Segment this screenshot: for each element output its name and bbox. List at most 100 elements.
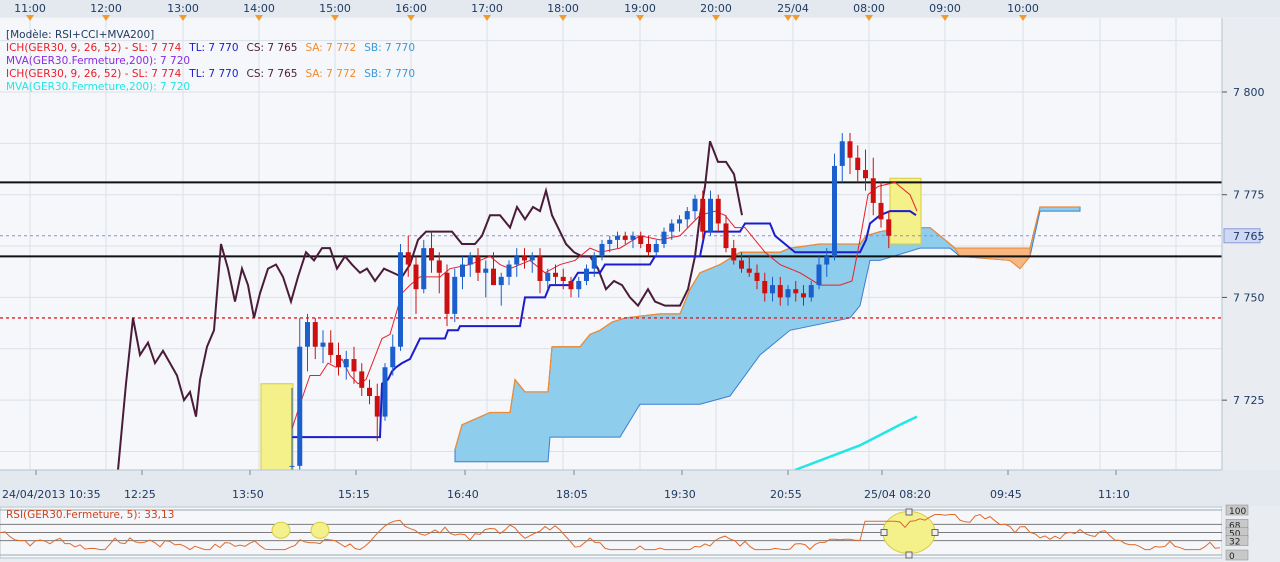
rsi-level-label-3: 32 (1229, 538, 1240, 548)
candle-body-57 (731, 248, 737, 261)
candle-body-43 (622, 235, 628, 240)
event-marker-9 (712, 15, 720, 21)
bottom-tick-8: 25/04 08:20 (864, 488, 931, 501)
candle-body-5 (328, 342, 334, 355)
event-marker-14 (1019, 15, 1027, 21)
candle-body-60 (754, 272, 760, 281)
rsi-level-badge-3 (1225, 535, 1249, 546)
rsi-circle-2 (310, 521, 330, 539)
candle-body-48 (661, 231, 667, 244)
candle-body-22 (460, 264, 465, 277)
price-tick-3: 7 725 (1233, 394, 1265, 407)
bottom-tick-3: 15:15 (338, 488, 370, 501)
candle-body-56 (723, 223, 729, 249)
candle-body-76 (878, 202, 884, 220)
rsi-circle-1 (271, 521, 291, 539)
candle-body-50 (677, 219, 682, 224)
bottom-tick-4: 16:40 (447, 488, 479, 501)
top-tick-1: 12:00 (90, 2, 122, 15)
candle-body-1 (297, 346, 303, 466)
candle-body-47 (653, 244, 659, 253)
legend-item-0-4: SB: 7 770 (364, 42, 415, 54)
event-marker-11 (792, 15, 800, 21)
event-marker-0 (26, 15, 34, 21)
bottom-tick-6: 19:30 (664, 488, 696, 501)
candle-body-42 (615, 235, 620, 240)
top-tick-12: 09:00 (929, 2, 961, 15)
bottom-tick-9: 09:45 (990, 488, 1022, 501)
legend-item-0-3: SA: 7 772 (305, 42, 356, 54)
candle-body-53 (700, 198, 706, 232)
event-marker-7 (559, 15, 567, 21)
rsi-level-label-1: 68 (1229, 521, 1241, 531)
candle-body-35 (560, 276, 566, 281)
event-marker-3 (255, 15, 263, 21)
candle-body-75 (870, 178, 876, 203)
candle-body-27 (498, 276, 504, 286)
bottom-tick-10: 11:10 (1098, 488, 1130, 501)
candle-body-73 (855, 157, 861, 171)
rsi-handle-3 (905, 551, 913, 559)
legend-item-2-1: TL: 7 770 (188, 68, 238, 80)
rsi-line (0, 513, 1221, 551)
candle-body-9 (359, 371, 365, 388)
candle-body-70 (832, 165, 837, 257)
candle-body-41 (607, 239, 613, 244)
candle-body-33 (545, 272, 551, 281)
candle-body-46 (646, 244, 651, 253)
legend-item-0-1: TL: 7 770 (188, 42, 238, 54)
candle-body-28 (506, 264, 512, 277)
candle-body-3 (312, 322, 318, 347)
candle-body-2 (305, 322, 310, 347)
legend-item-1-0: MVA(GER30.Fermeture,200): 7 720 (6, 55, 190, 67)
bottom-tick-5: 18:05 (556, 488, 588, 501)
current-price-label: 7 765 (1233, 230, 1265, 243)
candle-body-71 (839, 141, 845, 166)
bottom-tick-1: 12:25 (124, 488, 156, 501)
candle-body-13 (390, 346, 396, 368)
candle-body-29 (514, 256, 520, 265)
candle-body-15 (405, 252, 411, 265)
legend-item-2-0: ICH(GER30, 9, 26, 52) - SL: 7 774 (6, 68, 182, 80)
candle-body-26 (491, 268, 496, 286)
chart-title: [Modèle: RSI+CCI+MVA200] (6, 29, 154, 41)
candle-body-52 (692, 198, 698, 212)
top-tick-2: 13:00 (167, 2, 199, 15)
senkou-a-line (454, 206, 1080, 450)
legend-row-3: MVA(GER30.Fermeture,200): 7 720 (6, 81, 190, 93)
candle-body-49 (669, 223, 675, 232)
candle-body-18 (429, 248, 434, 261)
candle-body-74 (863, 170, 868, 179)
legend-row-1: MVA(GER30.Fermeture,200): 7 720 (6, 55, 190, 67)
rsi-level-label-4: 0 (1229, 552, 1235, 562)
candle-body-40 (599, 244, 605, 257)
top-tick-6: 17:00 (471, 2, 503, 15)
candle-body-37 (576, 280, 582, 290)
candle-body-32 (537, 256, 543, 281)
candle-body-69 (824, 256, 830, 265)
event-marker-10 (784, 15, 792, 21)
candle-body-16 (413, 264, 419, 290)
candle-body-25 (483, 268, 489, 273)
top-tick-9: 20:00 (700, 2, 732, 15)
legend-item-2-2: CS: 7 765 (247, 68, 298, 80)
candle-body-72 (847, 141, 853, 158)
top-tick-4: 15:00 (319, 2, 351, 15)
candle-body-61 (762, 280, 768, 294)
candle-body-66 (801, 293, 806, 298)
event-marker-5 (407, 15, 415, 21)
legend-item-2-3: SA: 7 772 (305, 68, 356, 80)
candle-body-4 (320, 342, 326, 347)
bottom-tick-2: 13:50 (232, 488, 264, 501)
bottom-tick-0: 24/04/2013 10:35 (2, 488, 101, 501)
rsi-circle-3 (882, 511, 936, 554)
current-price-badge (1223, 228, 1261, 244)
top-tick-3: 14:00 (243, 2, 275, 15)
candle-body-21 (452, 276, 458, 314)
candle-body-55 (715, 198, 721, 224)
event-marker-13 (941, 15, 949, 21)
candle-body-58 (739, 260, 744, 269)
price-tick-0: 7 800 (1233, 86, 1265, 99)
